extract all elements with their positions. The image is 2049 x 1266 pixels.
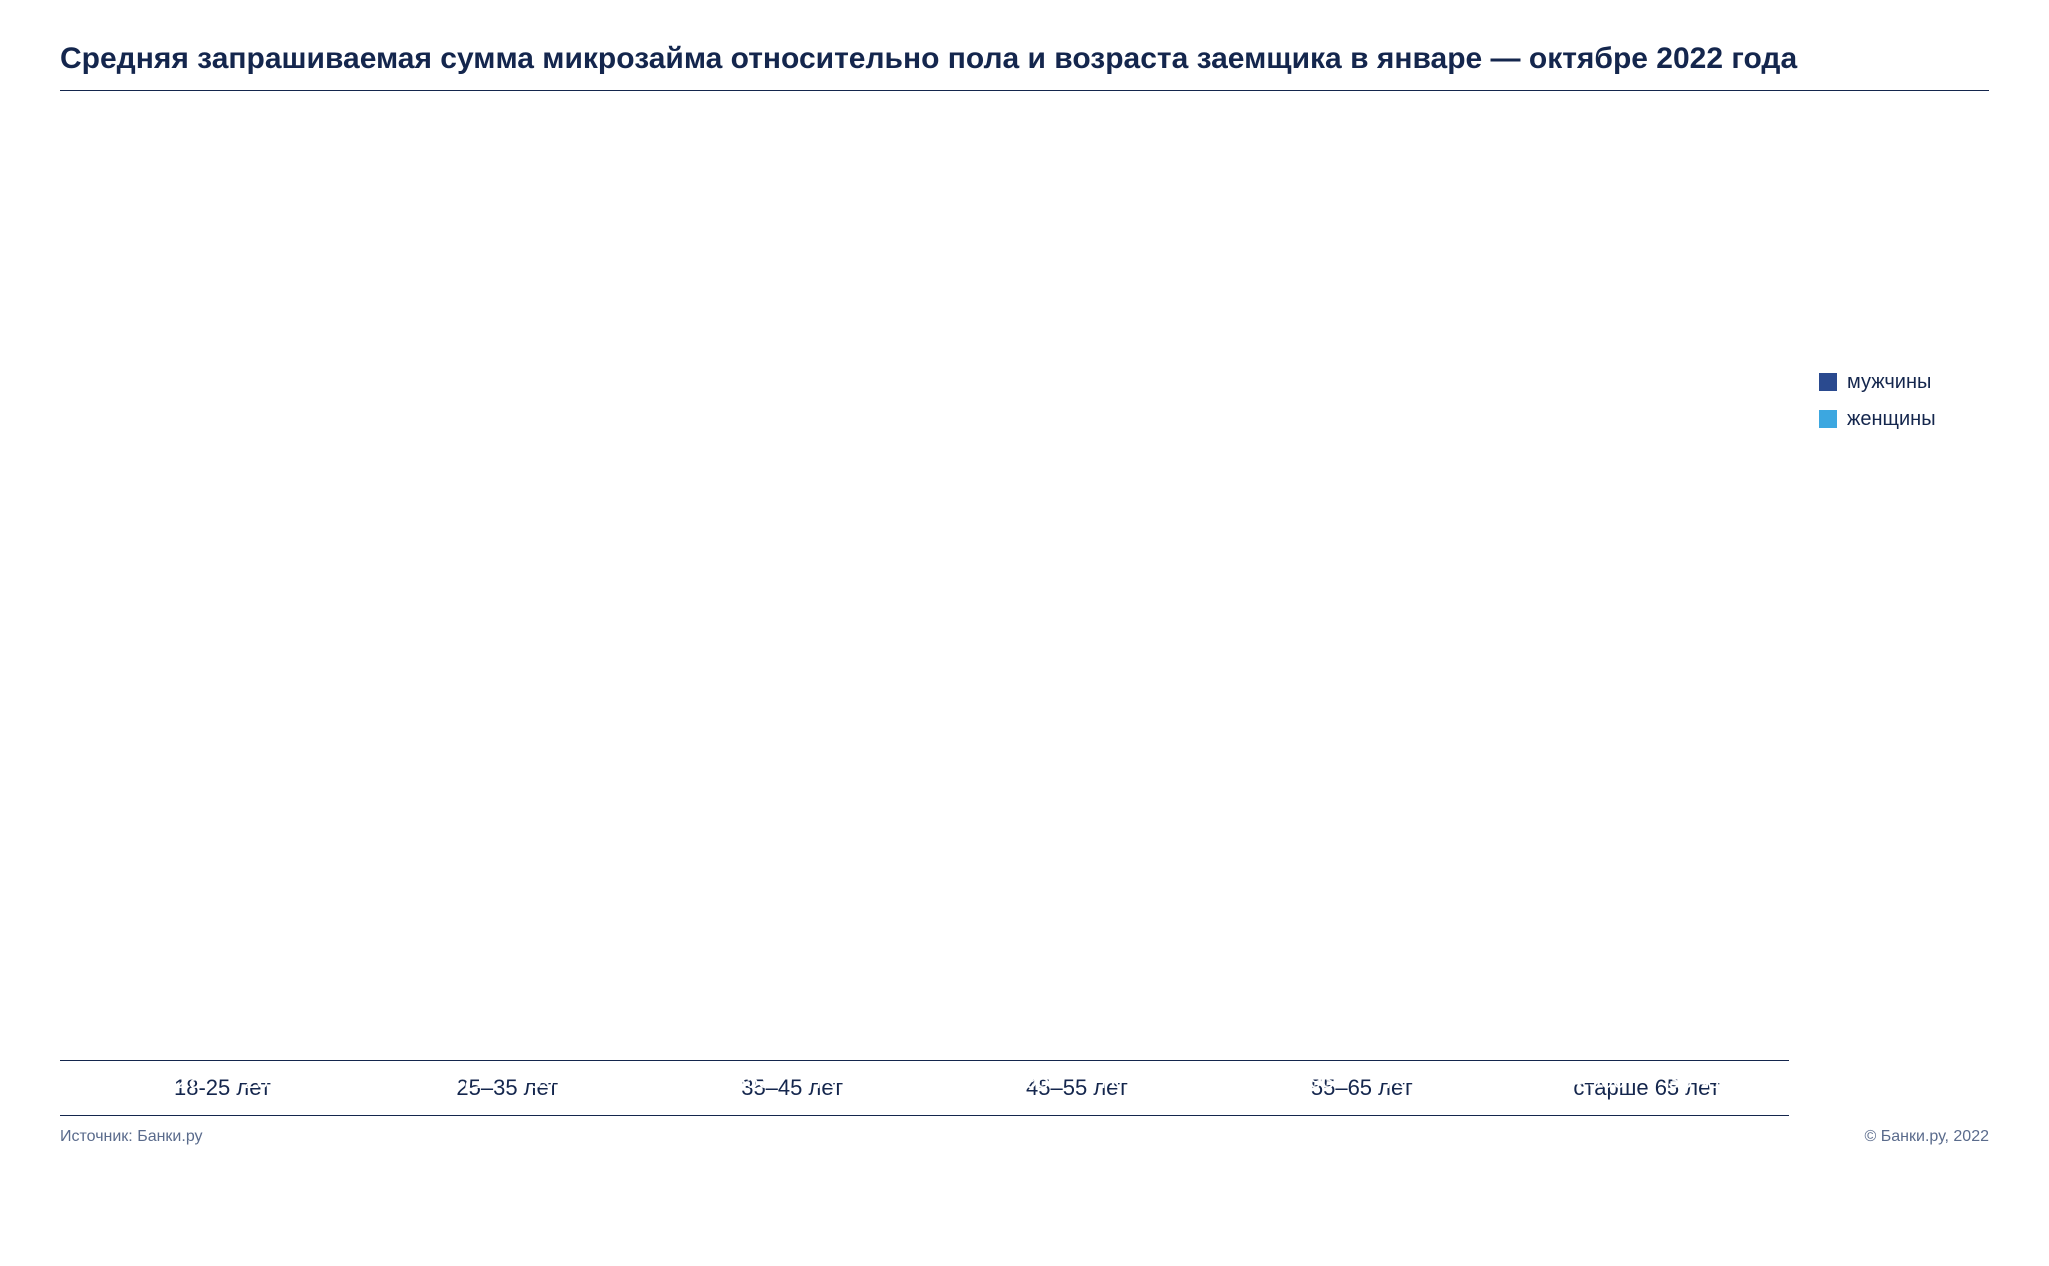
footer: Источник: Банки.ру © Банки.ру, 2022 — [60, 1128, 1989, 1146]
bar-value-label: 102 956 — [972, 1068, 1072, 1094]
bar-group: 102 95676 357 — [954, 101, 1199, 1060]
source-text: Источник: Банки.ру — [60, 1128, 203, 1146]
bar-group: 25 92826 787 — [100, 101, 345, 1060]
bar-value-label: 73 120 — [1367, 1068, 1467, 1094]
bar-group: 84 50036 417 — [1524, 101, 1769, 1060]
legend-item-women: женщины — [1819, 408, 1989, 431]
bar-value-label: 26 787 — [227, 1068, 327, 1094]
legend-swatch-men — [1819, 373, 1837, 391]
legend-label-women: женщины — [1847, 408, 1936, 431]
bar-value-label: 143 937 — [1257, 1068, 1357, 1094]
bar-group: 86 85375 808 — [670, 101, 915, 1060]
bar-value-label: 86 853 — [687, 1068, 787, 1094]
bar-value-label: 25 928 — [117, 1068, 217, 1094]
bar-value-label: 84 500 — [1542, 1068, 1642, 1094]
plot-area: 25 92826 78755 47155 51186 85375 808102 … — [60, 101, 1789, 1061]
legend-label-men: мужчины — [1847, 371, 1931, 394]
bar-value-label: 55 511 — [512, 1068, 612, 1094]
chart-title: Средняя запрашиваемая сумма микрозайма о… — [60, 40, 1989, 91]
legend-item-men: мужчины — [1819, 371, 1989, 394]
chart-area: 25 92826 78755 47155 51186 85375 808102 … — [60, 101, 1789, 1116]
bar-group: 55 47155 511 — [385, 101, 630, 1060]
bar-group: 143 93773 120 — [1239, 101, 1484, 1060]
bar-value-label: 36 417 — [1652, 1068, 1752, 1094]
copyright-text: © Банки.ру, 2022 — [1865, 1128, 1989, 1146]
bar-value-label: 76 357 — [1082, 1068, 1182, 1094]
legend-swatch-women — [1819, 410, 1837, 428]
bar-value-label: 75 808 — [797, 1068, 897, 1094]
chart-container: 25 92826 78755 47155 51186 85375 808102 … — [60, 101, 1989, 1116]
bar-value-label: 55 471 — [402, 1068, 502, 1094]
legend: мужчины женщины — [1789, 101, 1989, 1116]
